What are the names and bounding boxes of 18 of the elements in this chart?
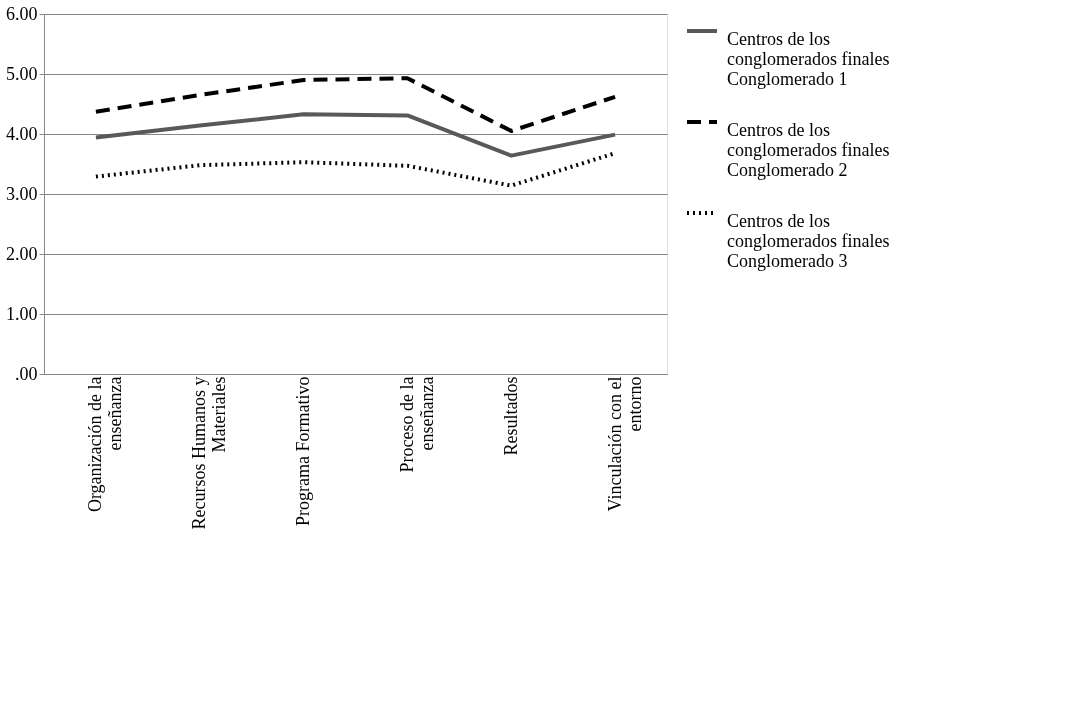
y-tick-label: 3.00 <box>6 183 38 204</box>
legend-label: Centros de los conglomerados finales Conglomerado 1 <box>727 29 890 89</box>
x-tick-label: Proceso de la enseñanza <box>396 376 437 473</box>
y-tick-label: 1.00 <box>6 303 38 324</box>
line-series <box>93 112 618 158</box>
y-tick-label: 4.00 <box>6 123 38 144</box>
y-tick-label: .00 <box>15 363 38 384</box>
line-series <box>93 76 618 133</box>
legend-label: Centros de los conglomerados finales Conglomerado 2 <box>727 120 890 180</box>
x-tick-label: Recursos Humanos y Materiales <box>189 376 230 530</box>
x-tick-label: Programa Formativo <box>293 376 314 526</box>
legend-label: Centros de los conglomerados finales Conglomerado 3 <box>727 211 890 271</box>
x-tick-label: Resultados <box>500 376 521 456</box>
x-tick-label: Organización de la enseñanza <box>85 376 126 513</box>
y-tick-label: 6.00 <box>6 3 38 24</box>
y-tick-label: 5.00 <box>6 63 38 84</box>
y-tick-label: 2.00 <box>6 243 38 264</box>
x-tick-label: Vinculación con el entorno <box>604 376 645 512</box>
